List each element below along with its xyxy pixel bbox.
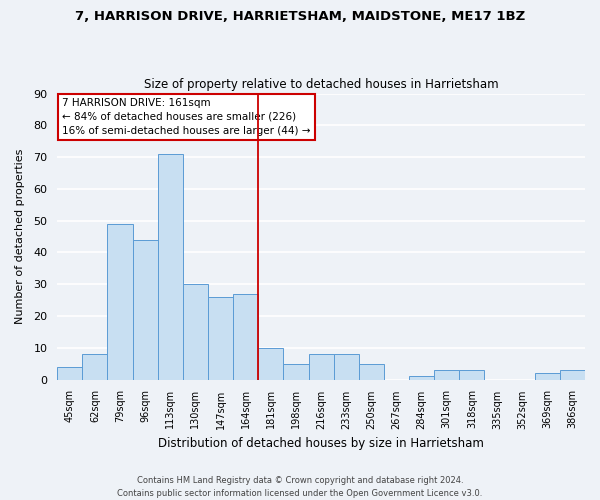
Bar (535, 373, 560, 380)
Title: Size of property relative to detached houses in Harrietsham: Size of property relative to detached ho… (144, 78, 499, 91)
Bar (434, 370, 460, 380)
Bar (158, 154, 183, 380)
Text: 7 HARRISON DRIVE: 161sqm
← 84% of detached houses are smaller (226)
16% of semi-: 7 HARRISON DRIVE: 161sqm ← 84% of detach… (62, 98, 311, 136)
Bar (183, 284, 208, 380)
Bar (334, 354, 359, 380)
Bar (560, 370, 585, 380)
Bar (409, 376, 434, 380)
Bar (283, 364, 308, 380)
Y-axis label: Number of detached properties: Number of detached properties (15, 149, 25, 324)
Bar (359, 364, 384, 380)
X-axis label: Distribution of detached houses by size in Harrietsham: Distribution of detached houses by size … (158, 437, 484, 450)
Bar (308, 354, 334, 380)
Bar (82, 354, 107, 380)
Bar (107, 224, 133, 380)
Bar (460, 370, 484, 380)
Bar (233, 294, 258, 380)
Bar (57, 367, 82, 380)
Bar (258, 348, 283, 380)
Bar (133, 240, 158, 380)
Text: 7, HARRISON DRIVE, HARRIETSHAM, MAIDSTONE, ME17 1BZ: 7, HARRISON DRIVE, HARRIETSHAM, MAIDSTON… (75, 10, 525, 23)
Bar (208, 297, 233, 380)
Text: Contains HM Land Registry data © Crown copyright and database right 2024.
Contai: Contains HM Land Registry data © Crown c… (118, 476, 482, 498)
